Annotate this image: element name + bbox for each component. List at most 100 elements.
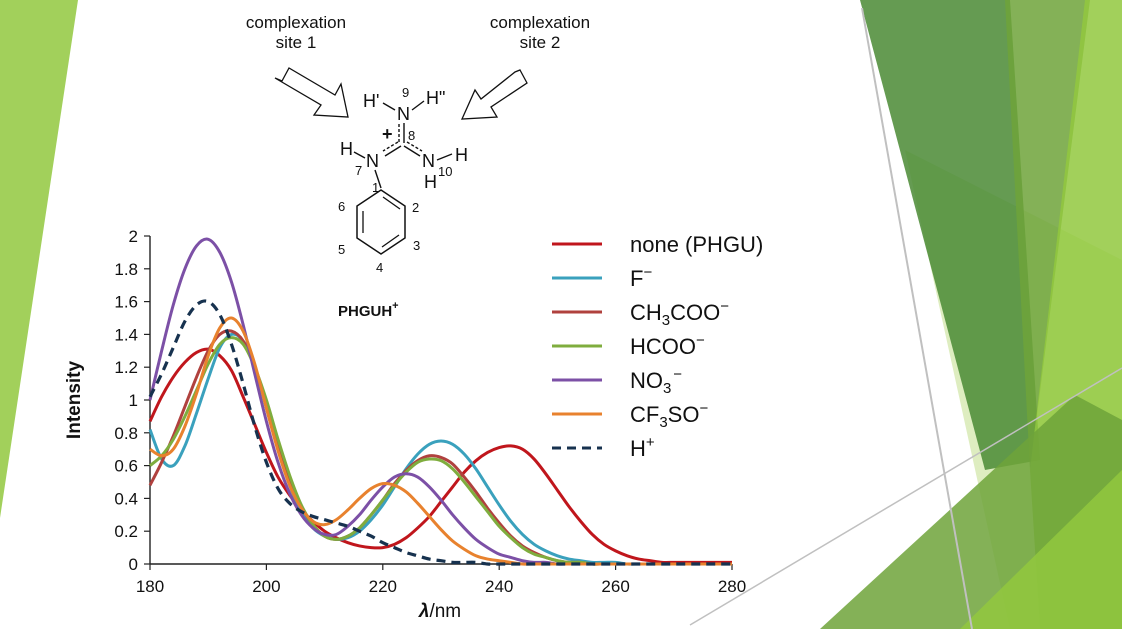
chart-legend: none (PHGU)F−CH3COO−HCOO−NO3 −CF3SO−H+ (552, 232, 763, 461)
x-axis-label-symbol: λ (418, 601, 430, 622)
molecule-diagram: complexation site 1 complexation site 2 … (246, 13, 590, 320)
num-10: 10 (438, 164, 452, 179)
legend-text-sub: 3 (662, 312, 670, 329)
num-6: 6 (338, 199, 345, 214)
x-axis-label-unit: /nm (429, 601, 461, 622)
legend-text-sup: + (646, 434, 655, 451)
y-tick-label: 1.4 (114, 325, 138, 344)
x-tick-label: 220 (369, 577, 397, 596)
bond-c8-n10-dash (406, 141, 423, 152)
site1-label-line2: site 1 (276, 33, 317, 52)
num-8: 8 (408, 128, 415, 143)
site1-arrow-icon (274, 67, 349, 118)
legend-text-sup: − (696, 332, 705, 349)
bond-h7-n7 (353, 151, 366, 159)
atom-n10: N (422, 151, 435, 171)
legend-text-main: F (630, 266, 643, 291)
y-tick-label: 1 (129, 391, 138, 410)
num-2: 2 (412, 200, 419, 215)
y-tick-label: 0.8 (114, 424, 138, 443)
bond-h-n9 (382, 102, 396, 111)
series-line-6 (148, 299, 732, 566)
atom-n9: N (397, 104, 410, 124)
num-1: 1 (372, 180, 379, 195)
legend-text-main: CF (630, 402, 659, 427)
molecule-name-main: PHGUH (338, 303, 392, 320)
legend-label-1: F− (630, 264, 652, 291)
atom-h7: H (340, 139, 353, 159)
num-5: 5 (338, 242, 345, 257)
right-dark-band (860, 0, 1040, 470)
legend-text-sup: − (643, 264, 652, 281)
x-tick-label: 200 (252, 577, 280, 596)
molecule-name: PHGUH+ (338, 300, 399, 320)
legend-label-4: NO3 − (630, 366, 682, 397)
grey-diagonal-line-2 (689, 367, 1122, 626)
y-tick-label: 1.6 (114, 293, 138, 312)
num-3: 3 (413, 238, 420, 253)
legend-label-3: HCOO− (630, 332, 705, 359)
y-axis-label: Intensity (64, 361, 85, 440)
bond-n9-h (411, 100, 425, 111)
legend-text-sup: − (673, 366, 682, 383)
left-green-wedge (0, 0, 78, 518)
legend-label-0: none (PHGU) (630, 232, 763, 257)
benzene-double-2 (381, 234, 400, 248)
chart-axes: 0 0.2 0.4 0.6 0.8 1 1.2 1.4 1.6 1.8 2 180 200 220 240 2… (114, 227, 746, 596)
legend-text-sup: − (699, 400, 708, 417)
bond-c8-n7-dash (382, 141, 399, 152)
y-tick-label: 1.8 (114, 260, 138, 279)
y-tick-label: 0.2 (114, 522, 138, 541)
y-tick-label: 0 (129, 555, 138, 574)
bottom-light-wedge (960, 470, 1122, 629)
num-4: 4 (376, 260, 383, 275)
legend-text-main: NO (630, 368, 663, 393)
num-7: 7 (355, 163, 362, 178)
x-axis-label: λ/nm (418, 601, 461, 622)
molecule-name-charge: + (392, 300, 398, 312)
legend-text-sub: 3 (659, 414, 667, 431)
atom-h10b: H (424, 172, 437, 192)
right-mid-band (1005, 0, 1090, 470)
x-tick-label: 240 (485, 577, 513, 596)
legend-label-6: H+ (630, 434, 655, 461)
bond-n7-c1 (374, 169, 382, 189)
legend-text-main: H (630, 436, 646, 461)
legend-text-rest: COO (670, 300, 720, 325)
y-tick-label: 1.2 (114, 358, 138, 377)
y-tick-label: 2 (129, 227, 138, 246)
site1-label-line1: complexation (246, 13, 346, 32)
chart-series-lines (148, 237, 732, 566)
legend-text-main: HCOO (630, 334, 696, 359)
x-tick-label: 180 (136, 577, 164, 596)
absorption-chart: 0 0.2 0.4 0.6 0.8 1 1.2 1.4 1.6 1.8 2 180 200 220 240 2… (64, 227, 763, 622)
legend-text-sup: − (720, 298, 729, 315)
atom-h10a: H (455, 145, 468, 165)
grey-diagonal-line-1 (861, 7, 973, 629)
num-9: 9 (402, 85, 409, 100)
site2-label-line2: site 2 (520, 33, 561, 52)
y-tick-label: 0.4 (114, 489, 138, 508)
benzene-double-1 (382, 196, 401, 210)
site2-arrow-icon (460, 69, 528, 120)
x-tick-label: 260 (601, 577, 629, 596)
legend-label-5: CF3SO− (630, 400, 708, 431)
legend-text-main: none (PHGU) (630, 232, 763, 257)
benzene-ring (356, 189, 406, 255)
y-tick-label: 0.6 (114, 457, 138, 476)
atom-h-prime: H' (363, 91, 379, 111)
bond-c8-n10 (403, 145, 421, 157)
charge-plus: + (382, 124, 393, 144)
legend-text-rest: SO (668, 402, 700, 427)
site2-label-line1: complexation (490, 13, 590, 32)
atom-n7: N (366, 151, 379, 171)
bond-c8-n7 (384, 145, 402, 157)
legend-text-sub: 3 (663, 380, 671, 397)
atom-h-dprime: H" (426, 88, 445, 108)
x-tick-label: 280 (718, 577, 746, 596)
legend-text-main: CH (630, 300, 662, 325)
bond-n10-h10a (436, 153, 453, 161)
legend-label-2: CH3COO− (630, 298, 729, 329)
